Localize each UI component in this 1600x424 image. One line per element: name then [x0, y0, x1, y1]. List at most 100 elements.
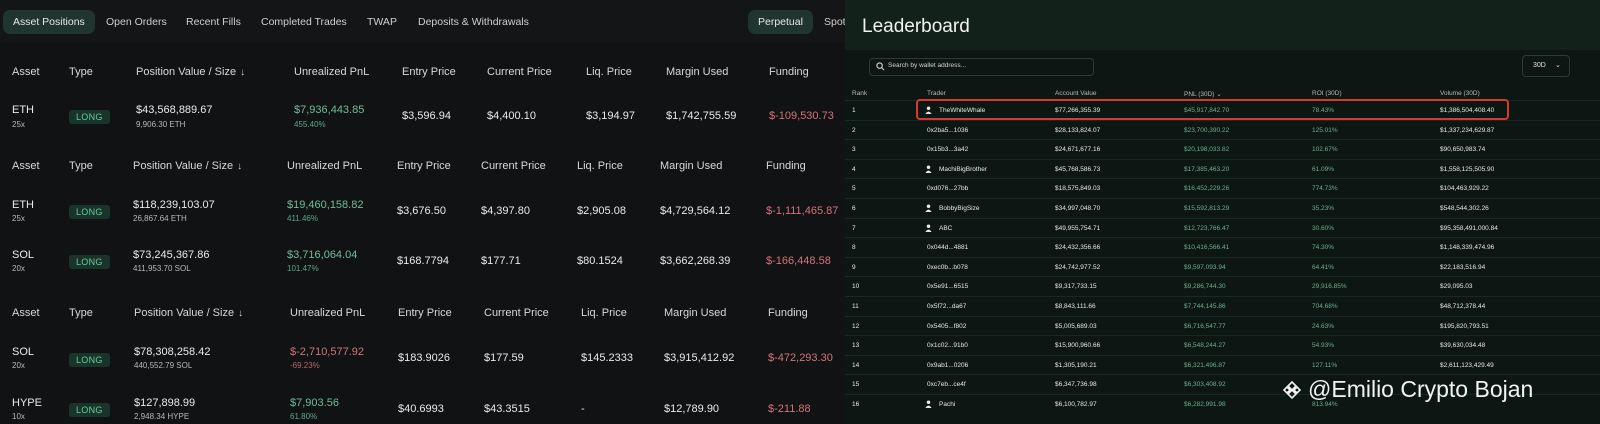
- position-value: $118,239,103.07: [133, 199, 215, 211]
- leaderboard-row[interactable]: 15 0xc7eb...ce4f $6,347,736.98 $6,303,408.9…: [845, 374, 1600, 394]
- leaderboard-row[interactable]: 11 0x5f72...da67 $8,843,111.66 $7,744,145.8…: [845, 296, 1600, 316]
- position-value: $127,898.99: [134, 397, 196, 409]
- col-current-price: Current Price: [481, 160, 546, 172]
- funding: $-109,530.73: [769, 110, 834, 122]
- col-roi: ROI (30D): [1312, 90, 1342, 97]
- col-position-value-label: Position Value / Size: [134, 307, 235, 319]
- col-asset: Asset: [12, 307, 40, 319]
- leverage: 10x: [12, 412, 25, 421]
- col-asset: Asset: [12, 66, 40, 78]
- col-position-value[interactable]: Position Value / Size ↓: [133, 160, 242, 172]
- arrow-down-icon[interactable]: ↓: [238, 308, 244, 319]
- pnl-value: $6,321,496.87: [1184, 361, 1226, 369]
- rank-cell: 7: [852, 224, 856, 232]
- leaderboard-row[interactable]: 6 BobbyBigSize $34,997,048.70 $15,592,813.2…: [845, 198, 1600, 218]
- trader-address: 0x2ba5...1036: [927, 126, 969, 134]
- col-type: Type: [69, 66, 93, 78]
- volume-value: $195,820,793.51: [1440, 322, 1489, 330]
- arrow-down-icon[interactable]: ↓: [237, 161, 243, 172]
- trader-address: 0x5405...f802: [927, 322, 967, 330]
- col-funding: Funding: [769, 66, 809, 78]
- col-position-value[interactable]: Position Value / Size ↓: [134, 307, 243, 319]
- person-icon: [925, 204, 932, 212]
- rank-cell: 3: [852, 146, 856, 154]
- leaderboard-row[interactable]: 13 0x1c02...91b0 $15,900,960.66 $6,548,244.…: [845, 335, 1600, 355]
- roi-value: 704.68%: [1312, 303, 1338, 310]
- trader-address: 0xd076...27bb: [927, 185, 969, 193]
- volume-value: $1,558,125,505.90: [1440, 165, 1495, 173]
- col-funding: Funding: [766, 160, 806, 172]
- leaderboard-row[interactable]: 4 MachiBigBrother $45,768,586.73 $17,385,46…: [845, 158, 1600, 179]
- leaderboard-row[interactable]: 1 TheWhiteWhale $77,266,355.39 $45,917,842.…: [845, 100, 1600, 120]
- rank-cell: 4: [852, 165, 856, 173]
- col-type: Type: [69, 160, 93, 172]
- long-badge: LONG: [69, 110, 110, 124]
- col-type: Type: [69, 307, 93, 319]
- pnl-value: $45,917,842.70: [1184, 107, 1230, 114]
- entry-price: $3,676.50: [397, 205, 446, 217]
- roi-value: 29,916.85%: [1312, 283, 1347, 291]
- volume-value: $90,650,983.74: [1440, 146, 1486, 154]
- trader-address: 0x044d...4881: [927, 244, 969, 252]
- leaderboard-row[interactable]: 9 0xec0b...b078 $24,742,977.52 $9,597,093.9…: [845, 256, 1600, 277]
- col-pnl[interactable]: PNL (30D) ⌄: [1184, 90, 1222, 98]
- account-value: $9,317,733.15: [1055, 283, 1097, 291]
- period-select[interactable]: 30D ⌄: [1522, 55, 1570, 77]
- pnl-value: $23,700,390.22: [1184, 126, 1230, 134]
- leaderboard-row[interactable]: 3 0x15b3...3a42 $24,671,677.16 $20,198,033.…: [845, 139, 1600, 159]
- volume-value: $22,183,516.94: [1440, 263, 1486, 271]
- leaderboard-row[interactable]: 7 ABC $49,955,754.71 $12,723,766.47 30.60% $9…: [845, 217, 1600, 238]
- tab-deposits-withdrawals[interactable]: Deposits & Withdrawals: [418, 16, 529, 28]
- tab-completed-trades[interactable]: Completed Trades: [261, 16, 347, 28]
- tab-perpetual[interactable]: Perpetual: [748, 10, 813, 34]
- trader-name: MachiBigBrother: [939, 165, 988, 173]
- col-entry-price: Entry Price: [398, 307, 452, 319]
- roi-value: 54.93%: [1312, 342, 1335, 350]
- rank-cell: 15: [852, 381, 860, 389]
- margin-used: $12,789.90: [664, 403, 720, 415]
- margin-used: $3,662,268.39: [660, 255, 731, 267]
- liq-price: $3,194.97: [586, 110, 635, 122]
- roi-value: 127.11%: [1312, 361, 1338, 369]
- pnl-percent: -69.23%: [290, 361, 320, 370]
- trader-address: 0xc7eb...ce4f: [927, 381, 966, 389]
- tab-spot[interactable]: Spot: [824, 16, 845, 28]
- rank-cell: 1: [852, 107, 856, 114]
- col-unrealized-pnl: Unrealized PnL: [287, 160, 363, 172]
- pnl-value: $9,597,093.94: [1184, 263, 1226, 271]
- leaderboard-row[interactable]: 16 Pachi $6,100,782.97 $6,282,991.98 813.94%: [845, 394, 1600, 414]
- leaderboard-row[interactable]: 12 0x5405...f802 $5,005,689.03 $6,716,547.7…: [845, 315, 1600, 336]
- account-value: $24,671,677.16: [1055, 146, 1101, 154]
- col-unrealized-pnl: Unrealized PnL: [294, 66, 370, 78]
- tab-twap[interactable]: TWAP: [367, 16, 397, 28]
- asset-symbol: SOL: [12, 346, 35, 358]
- leaderboard-row[interactable]: 8 0x044d...4881 $24,432,356.66 $10,416,566.…: [845, 237, 1600, 257]
- tab-recent-fills[interactable]: Recent Fills: [186, 16, 241, 28]
- pnl-value: $6,548,244.27: [1184, 342, 1226, 350]
- margin-used: $3,915,412.92: [664, 352, 735, 364]
- unrealized-pnl: $7,936,443.85: [294, 104, 365, 116]
- trader-address: 0x9ab1...0206: [927, 361, 969, 369]
- position-value: $73,245,367.86: [133, 249, 210, 261]
- position-value: $78,308,258.42: [134, 346, 211, 358]
- tab-open-orders[interactable]: Open Orders: [106, 16, 167, 28]
- col-position-value[interactable]: Position Value / Size ↓: [136, 66, 245, 78]
- leaderboard-row[interactable]: 5 0xd076...27bb $18,575,849.03 $16,452,229.…: [845, 178, 1600, 198]
- liq-price: $145.2333: [581, 352, 633, 364]
- position-size: 26,867.64 ETH: [133, 214, 187, 223]
- funding: $-1,111,465.87: [766, 205, 839, 217]
- search-input[interactable]: Search by wallet address...: [869, 58, 1094, 76]
- col-margin-used: Margin Used: [664, 307, 727, 319]
- pnl-value: $10,416,566.41: [1184, 244, 1230, 252]
- pnl-value: $6,716,547.77: [1184, 322, 1226, 330]
- entry-price: $40.6993: [398, 403, 444, 415]
- roi-value: 24.63%: [1312, 322, 1335, 330]
- funding: $-166,448.58: [766, 255, 831, 267]
- chevron-down-icon: ⌄: [1216, 91, 1222, 98]
- leaderboard-row[interactable]: 2 0x2ba5...1036 $28,133,824.07 $23,700,390.…: [845, 119, 1600, 140]
- leaderboard-row[interactable]: 10 0x5e91...6515 $9,317,733.15 $9,286,744.3…: [845, 276, 1600, 296]
- arrow-down-icon[interactable]: ↓: [240, 67, 246, 78]
- leaderboard-row[interactable]: 14 0x9ab1...0206 $1,305,190.21 $6,321,496.8…: [845, 354, 1600, 375]
- col-rank: Rank: [852, 90, 868, 97]
- tab-asset-positions[interactable]: Asset Positions: [3, 10, 95, 34]
